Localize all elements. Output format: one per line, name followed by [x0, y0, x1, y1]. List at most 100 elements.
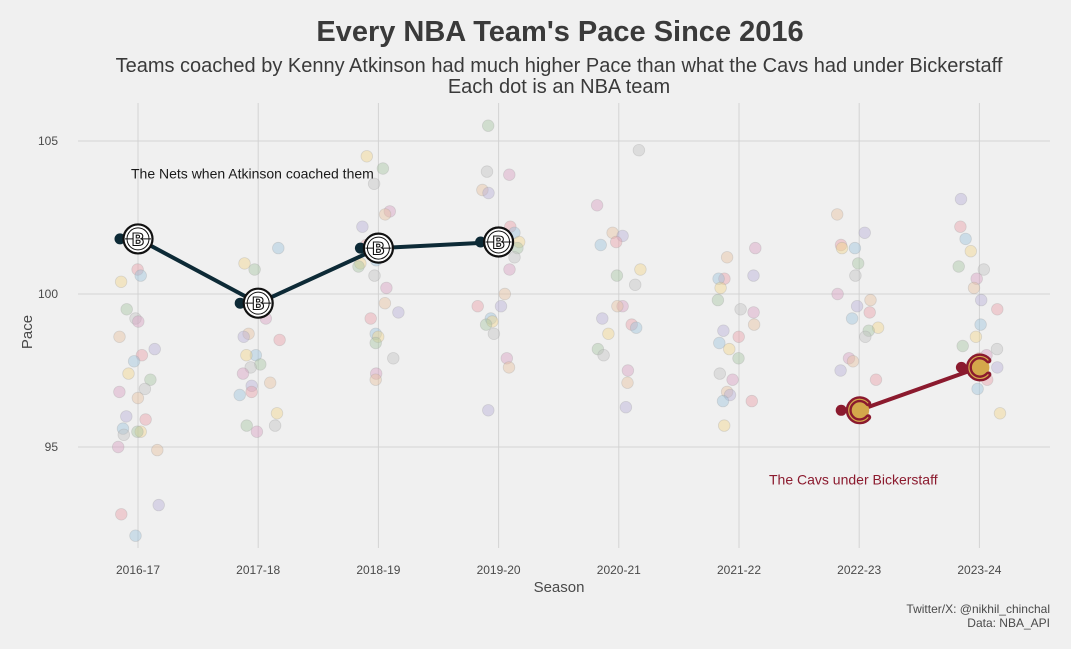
team-point [970, 272, 983, 285]
team-point [713, 336, 726, 350]
team-point [387, 352, 400, 365]
x-tick-label: 2017-18 [236, 563, 280, 577]
team-point [871, 321, 885, 334]
grid-lines [78, 103, 1050, 548]
team-point [954, 220, 967, 233]
team-point [858, 226, 871, 240]
team-point [131, 425, 144, 438]
team-point [268, 419, 282, 432]
nets-logo-marker: B [242, 287, 274, 319]
team-point [120, 410, 133, 423]
team-point [747, 318, 761, 331]
team-point [471, 300, 484, 313]
nets-logo-letter: B [492, 233, 505, 253]
nets-logo-marker: B [122, 223, 154, 255]
team-point [503, 168, 516, 181]
team-point [616, 300, 629, 313]
team-point [720, 385, 734, 399]
team-point [964, 244, 978, 258]
team-point [131, 263, 144, 276]
team-point [114, 275, 128, 289]
team-point [233, 388, 246, 402]
cavs-logo-trim [848, 398, 869, 422]
team-point [369, 336, 382, 350]
team-point [352, 260, 365, 273]
team-point [240, 349, 253, 362]
team-point [129, 312, 142, 325]
team-point [711, 293, 725, 307]
y-tick-label: 95 [45, 440, 59, 454]
team-point [270, 407, 284, 420]
team-point [392, 306, 405, 319]
team-point [869, 373, 883, 386]
team-point [272, 241, 285, 255]
team-point [248, 263, 261, 276]
team-point [611, 300, 624, 313]
team-point [596, 312, 609, 325]
x-axis-label: Season [534, 579, 585, 596]
team-point [364, 312, 377, 325]
team-point [863, 306, 876, 319]
nets-annotation: The Nets when Atkinson coached them [131, 166, 374, 182]
team-point [859, 330, 872, 344]
caption-credit: Twitter/X: @nikhil_chinchal [906, 602, 1050, 616]
highlight-series: B B B B [114, 223, 992, 425]
team-point [245, 385, 258, 399]
team-point [974, 318, 987, 331]
nets-logo-letter: B [252, 295, 265, 315]
team-point [482, 119, 495, 132]
team-point [749, 241, 762, 255]
cavs-annotation: The Cavs under Bickerstaff [769, 472, 938, 488]
team-point [842, 352, 856, 365]
team-point [264, 376, 277, 389]
team-point [625, 318, 638, 331]
team-point [479, 318, 493, 331]
team-point [113, 385, 126, 399]
team-point [747, 306, 760, 319]
team-point [242, 327, 255, 341]
team-point [237, 330, 250, 344]
x-tick-label: 2016-17 [116, 563, 160, 577]
team-point [368, 269, 381, 282]
team-point [122, 367, 135, 380]
team-point [250, 425, 264, 438]
team-point [129, 529, 142, 542]
team-point [115, 508, 128, 521]
team-point [152, 498, 165, 512]
team-point [835, 241, 849, 255]
chart-subtitle-line-2: Each dot is an NBA team [448, 76, 670, 98]
team-point [732, 352, 745, 365]
team-point [367, 177, 381, 191]
team-point [138, 382, 152, 396]
team-point [498, 287, 512, 301]
team-point [494, 300, 508, 313]
team-point [977, 263, 991, 276]
team-point [723, 342, 736, 356]
team-point [508, 251, 521, 264]
team-point [991, 361, 1004, 374]
team-point [621, 376, 634, 389]
team-point [144, 373, 157, 386]
team-point [834, 238, 848, 252]
team-point [370, 367, 383, 380]
team-point [712, 272, 725, 285]
cavs-logo-trim [968, 355, 989, 379]
team-point [591, 342, 605, 356]
team-point [484, 312, 498, 325]
cavs-logo-marker [965, 353, 992, 382]
caption-source: Data: NBA_API [967, 616, 1050, 630]
team-point [380, 281, 393, 295]
team-point [487, 327, 501, 341]
x-tick-label: 2023-24 [957, 563, 1001, 577]
nets-line [137, 237, 499, 306]
team-point [726, 373, 739, 386]
y-tick-label: 105 [38, 134, 58, 148]
cavs-point [835, 404, 847, 416]
team-point [500, 352, 514, 365]
team-point [610, 235, 623, 249]
team-point [238, 257, 251, 270]
x-tick-label: 2019-20 [477, 563, 521, 577]
team-point [476, 183, 489, 197]
team-point [732, 330, 745, 344]
team-point [244, 361, 257, 374]
